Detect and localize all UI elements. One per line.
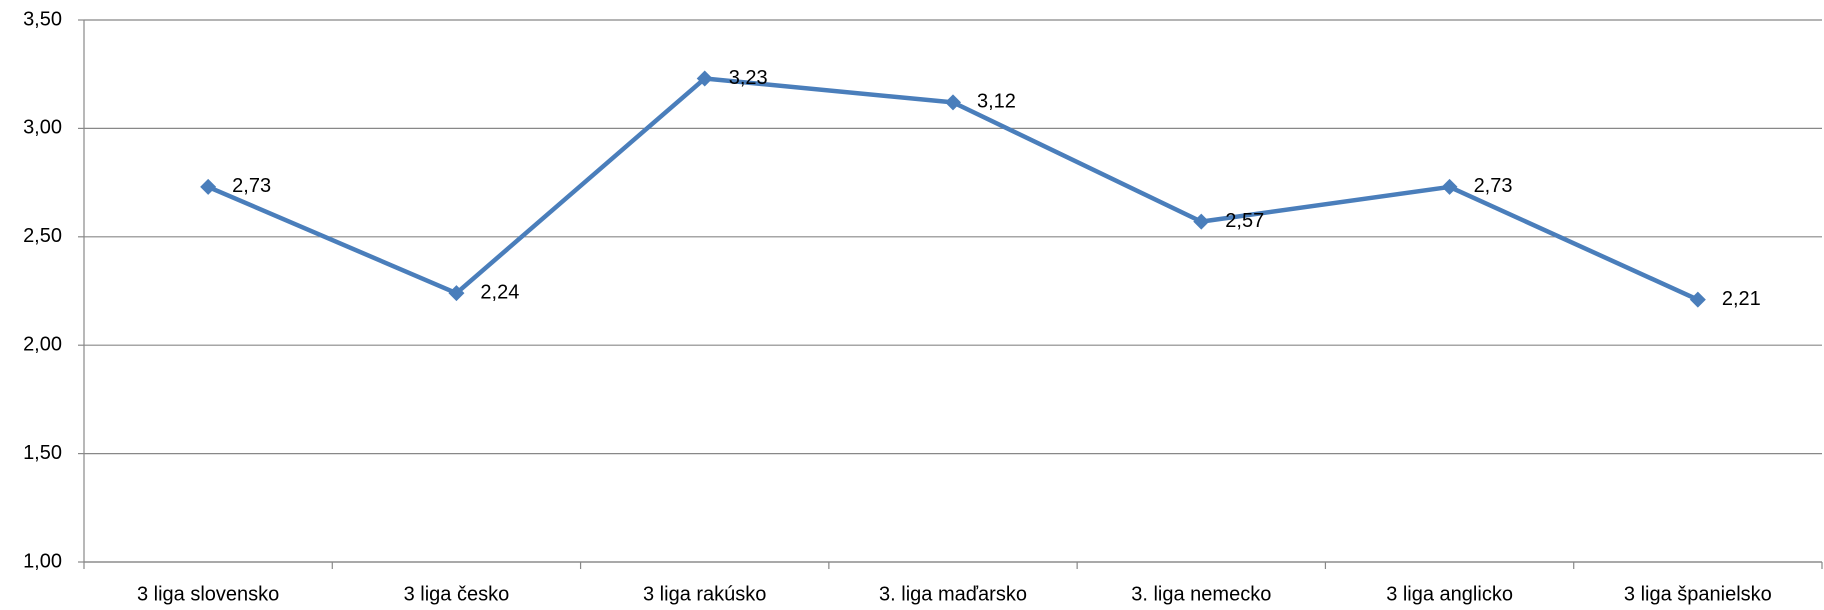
x-tick-label: 3. liga nemecko	[1131, 583, 1271, 605]
data-label: 3,12	[977, 91, 1016, 113]
x-tick-label: 3 liga rakúsko	[643, 583, 766, 605]
y-tick-label: 3,00	[23, 117, 62, 139]
y-tick-label: 3,50	[23, 8, 62, 30]
data-label: 2,73	[232, 175, 271, 197]
y-tick-label: 1,00	[23, 550, 62, 572]
x-tick-label: 3 liga česko	[404, 583, 510, 605]
marker	[1193, 213, 1210, 230]
x-tick-label: 3. liga maďarsko	[879, 583, 1027, 605]
data-label: 2,73	[1474, 175, 1513, 197]
marker	[1689, 291, 1706, 308]
y-tick-label: 1,50	[23, 442, 62, 464]
marker	[200, 178, 217, 195]
x-tick-label: 3 liga slovensko	[137, 583, 279, 605]
marker	[448, 285, 465, 302]
data-label: 2,57	[1225, 210, 1264, 232]
marker	[696, 70, 713, 87]
y-tick-label: 2,00	[23, 333, 62, 355]
data-label: 2,21	[1722, 288, 1761, 310]
x-tick-label: 3 liga španielsko	[1624, 583, 1772, 605]
data-label: 2,24	[480, 281, 519, 303]
y-tick-label: 2,50	[23, 225, 62, 247]
data-label: 3,23	[729, 67, 768, 89]
marker	[945, 94, 961, 111]
x-tick-label: 3 liga anglicko	[1386, 583, 1513, 605]
marker	[1441, 178, 1458, 195]
